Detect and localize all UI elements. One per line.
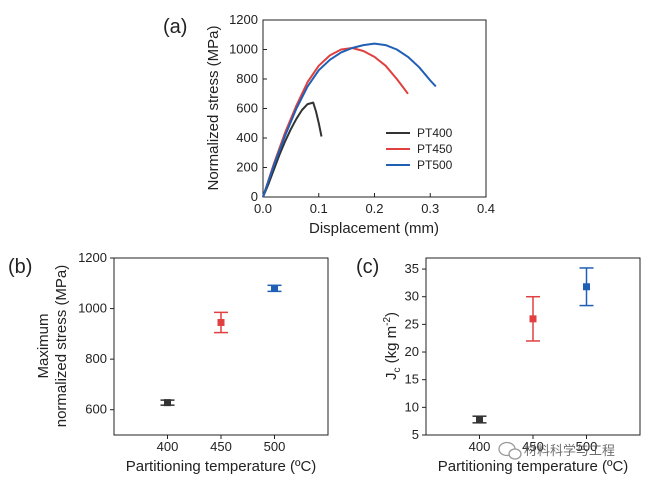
panel-c-y-tick-label: 20 xyxy=(405,344,419,359)
panel-c-label: (c) xyxy=(356,256,379,278)
panel-a-x-tick-label: 0.1 xyxy=(310,201,328,216)
panel-b-x-tick-label: 400 xyxy=(157,439,179,454)
wechat-icon xyxy=(498,441,522,460)
panel-a-label: (a) xyxy=(163,16,187,38)
panel-b-data-point-400 xyxy=(164,399,171,407)
watermark: 材料科学与工程 xyxy=(498,441,615,460)
panel-b-y-label-line2: normalized stress (MPa) xyxy=(53,265,70,428)
panel-a-x-tick-label: 0.3 xyxy=(421,201,439,216)
panel-a-y-tick-label: 1200 xyxy=(229,12,258,27)
panel-a: (a) 0.0 0.1 0.2 0.3 0.4 0 200 400 600 800 1000 1200… xyxy=(163,12,495,237)
panel-c-y-tick-label: 30 xyxy=(405,289,419,304)
panel-c-x-tick-label: 450 xyxy=(522,439,544,454)
panel-c-data-point-400 xyxy=(476,416,483,424)
panel-a-x-tick-label: 0.0 xyxy=(254,201,272,216)
panel-c-x-tick-label: 500 xyxy=(576,439,598,454)
series-line-pt400 xyxy=(262,101,323,198)
panel-a-x-tick-label: 0.2 xyxy=(365,201,383,216)
panel-a-y-label: Normalized stress (MPa) xyxy=(205,25,222,190)
panel-a-x-tick-label: 0.4 xyxy=(477,201,495,216)
panel-c-x-label: Partitioning temperature (ºC) xyxy=(438,458,629,475)
panel-c-data-point-500 xyxy=(583,283,590,291)
panel-b-data-point-500 xyxy=(271,284,278,292)
panel-b-label: (b) xyxy=(8,256,32,278)
panel-c-y-label-end: ) xyxy=(383,312,400,317)
series-line-pt500 xyxy=(262,42,437,198)
panel-c: (c) 400 450 500 5 10 15 20 25 30 35 Partitioning … xyxy=(356,256,641,475)
panel-a-y-tick-label: 200 xyxy=(236,160,258,175)
panel-b-y-tick-label: 600 xyxy=(85,402,107,417)
panel-a-y-tick-label: 600 xyxy=(236,101,258,116)
panel-c-y-label: Jc (kg m-2) xyxy=(382,312,403,380)
panel-c-x-tick-label: 400 xyxy=(469,439,491,454)
panel-c-y-tick-label: 10 xyxy=(405,399,419,414)
panel-b-y-tick-label: 800 xyxy=(85,351,107,366)
panel-b-y-label-line1: Maximum xyxy=(35,313,52,378)
panel-c-y-tick-label: 15 xyxy=(405,372,419,387)
legend-label-pt500: PT500 xyxy=(417,158,453,172)
panel-b-x-tick-label: 450 xyxy=(210,439,232,454)
panel-c-data-point-450 xyxy=(529,315,537,323)
panel-b-x-label: Partitioning temperature (ºC) xyxy=(126,458,317,475)
panel-b-data-point-450 xyxy=(217,318,225,326)
panel-c-y-tick-label: 5 xyxy=(412,427,419,442)
panel-a-y-tick-label: 1000 xyxy=(229,42,258,57)
panel-b-x-tick-label: 500 xyxy=(264,439,286,454)
panel-b-y-tick-label: 1200 xyxy=(78,250,107,265)
panel-b: (b) 400 450 500 600 800 1000 1200 Partitioning… xyxy=(8,250,329,475)
series-line-pt450 xyxy=(262,47,409,198)
legend-label-pt450: PT450 xyxy=(417,142,453,156)
panel-b-plot-frame xyxy=(113,257,329,436)
panel-a-y-tick-label: 0 xyxy=(251,189,258,204)
panel-c-y-tick-label: 35 xyxy=(405,261,419,276)
panel-a-legend: PT400 PT450 PT500 xyxy=(386,126,453,172)
panel-b-y-tick-label: 1000 xyxy=(78,301,107,316)
watermark-text: 材料科学与工程 xyxy=(524,443,615,458)
panel-a-x-label: Displacement (mm) xyxy=(309,220,439,237)
panel-c-y-label-sup: -2 xyxy=(382,317,393,326)
panel-c-y-label-main: J xyxy=(383,373,400,381)
panel-c-y-label-rest: (kg m xyxy=(383,326,400,368)
legend-label-pt400: PT400 xyxy=(417,126,453,140)
panel-a-y-tick-label: 400 xyxy=(236,130,258,145)
panel-c-y-label-sub: c xyxy=(392,368,403,373)
panel-c-plot-frame xyxy=(425,257,641,436)
panel-a-y-tick-label: 800 xyxy=(236,71,258,86)
panel-c-y-tick-label: 25 xyxy=(405,316,419,331)
